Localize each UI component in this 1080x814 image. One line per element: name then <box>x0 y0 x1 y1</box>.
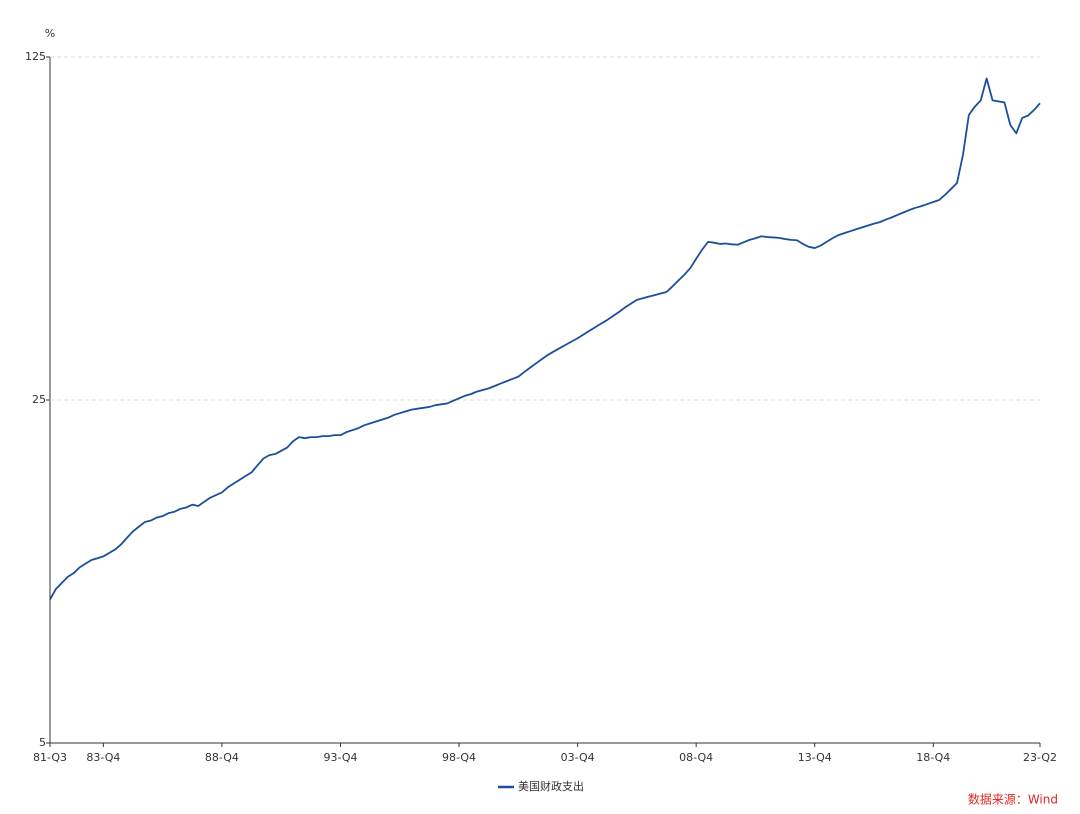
x-tick-label: 83-Q4 <box>86 751 120 764</box>
y-tick-label: 125 <box>25 50 46 63</box>
x-tick-label: 93-Q4 <box>323 751 357 764</box>
y-tick-label: 5 <box>39 736 46 749</box>
x-tick-label: 13-Q4 <box>798 751 832 764</box>
x-tick-label: 23-Q2 <box>1023 751 1057 764</box>
x-tick-label: 81-Q3 <box>33 751 67 764</box>
x-tick-label: 88-Q4 <box>205 751 239 764</box>
x-tick-label: 03-Q4 <box>561 751 595 764</box>
y-tick-label: 25 <box>32 393 46 406</box>
x-tick-label: 18-Q4 <box>916 751 950 764</box>
legend-label: 美国财政支出 <box>518 779 584 793</box>
source-note: 数据来源：Wind <box>968 792 1058 807</box>
y-unit: % <box>45 27 55 40</box>
x-tick-label: 98-Q4 <box>442 751 476 764</box>
series-line <box>49 77 1041 601</box>
x-tick-label: 08-Q4 <box>679 751 713 764</box>
